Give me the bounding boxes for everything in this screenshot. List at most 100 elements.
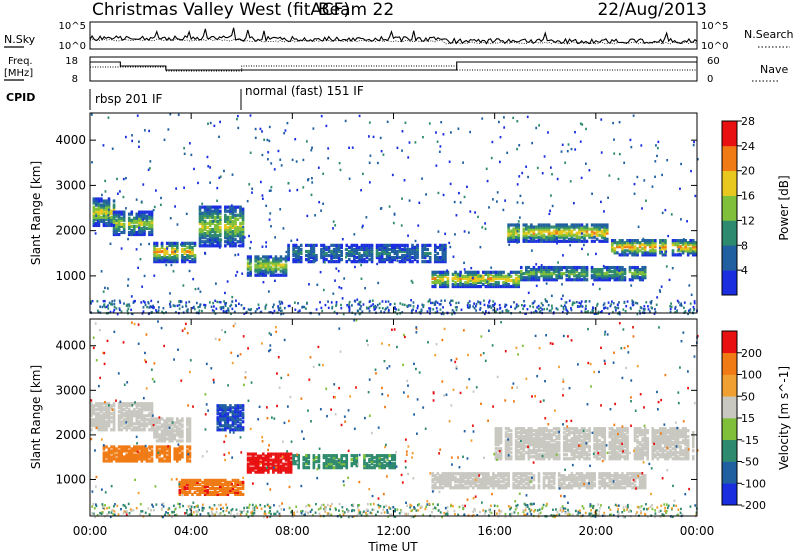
heatmap-cell [603, 233, 607, 237]
heatmap-cell [155, 310, 158, 314]
heatmap-cell [390, 260, 394, 264]
heatmap-cell [583, 225, 586, 229]
heatmap-cell [464, 282, 467, 287]
heatmap-cell [331, 305, 334, 309]
heatmap-cell [393, 456, 397, 460]
heatmap-cell [246, 265, 250, 269]
heatmap-cell [107, 459, 111, 463]
heatmap-cell [138, 451, 141, 455]
heatmap-cell [304, 307, 307, 310]
heatmap-cell [507, 233, 510, 237]
heatmap-cell [216, 207, 220, 211]
heatmap-cell [535, 126, 538, 130]
heatmap-cell [433, 253, 437, 258]
heatmap-cell [487, 276, 490, 281]
heatmap-cell [178, 303, 181, 307]
heatmap-cell [208, 240, 212, 244]
heatmap-cell [449, 182, 452, 186]
heatmap-cell [112, 203, 116, 207]
heatmap-cell [561, 143, 564, 147]
heatmap-cell [532, 301, 535, 305]
heatmap-cell [370, 251, 374, 256]
heatmap-cell [272, 452, 275, 456]
heatmap-cell [236, 478, 240, 482]
heatmap-cell [264, 263, 268, 267]
heatmap-cell [279, 454, 283, 458]
heatmap-cell [158, 433, 161, 437]
heatmap-cell [193, 253, 197, 258]
heatmap-cell [494, 270, 498, 274]
heatmap-cell [641, 267, 644, 272]
heatmap-cell [655, 303, 658, 306]
heatmap-cell [287, 304, 290, 308]
heatmap-cell [605, 476, 609, 480]
heatmap-cell [268, 255, 271, 259]
heatmap-cell [560, 297, 563, 301]
heatmap-cell [472, 305, 475, 308]
heatmap-cell [578, 482, 581, 486]
heatmap-cell [135, 214, 139, 218]
heatmap-cell [438, 150, 441, 153]
heatmap-cell [403, 247, 407, 252]
heatmap-cell [393, 245, 397, 250]
heatmap-cell [542, 274, 546, 278]
heatmap-cell [478, 301, 480, 304]
heatmap-cell [127, 212, 131, 216]
heatmap-cell [525, 278, 528, 282]
heatmap-cell [299, 249, 303, 254]
heatmap-cell [107, 406, 111, 410]
heatmap-cell [494, 272, 498, 276]
heatmap-cell [241, 486, 245, 491]
heatmap-cell [279, 259, 283, 263]
heatmap-cell [107, 213, 110, 217]
heatmap-cell [454, 476, 457, 480]
heatmap-cell [155, 421, 159, 425]
heatmap-cell [117, 404, 121, 408]
heatmap-cell [487, 480, 490, 484]
heatmap-cell [122, 210, 126, 214]
heatmap-cell [439, 482, 442, 486]
heatmap-cell [603, 474, 607, 478]
heatmap-cell [537, 278, 541, 282]
heatmap-cell [550, 276, 553, 280]
heatmap-cell [459, 270, 462, 274]
heatmap-cell [603, 223, 607, 227]
heatmap-cell [168, 447, 172, 451]
heatmap-cell [474, 476, 478, 480]
heatmap-cell [393, 458, 397, 462]
heatmap-cell [153, 431, 156, 435]
heatmap-cell [471, 274, 475, 278]
heatmap-cell [229, 490, 232, 495]
heatmap-cell [211, 236, 214, 240]
heatmap-cell [175, 449, 179, 453]
heatmap-cell [92, 408, 96, 412]
heatmap-cell [654, 249, 657, 253]
heatmap-cell [135, 414, 139, 418]
heatmap-cell [649, 310, 651, 313]
heatmap-cell [261, 245, 264, 248]
heatmap-cell [568, 229, 571, 233]
heatmap-cell [487, 278, 490, 283]
heatmap-cell [211, 244, 214, 248]
heatmap-cell [527, 274, 531, 278]
heatmap-cell [138, 410, 141, 414]
heatmap-cell [148, 404, 151, 408]
heatmap-cell [239, 428, 242, 432]
heatmap-cell [132, 408, 136, 412]
heatmap-cell [165, 459, 169, 463]
heatmap-cell [249, 466, 252, 470]
heatmap-cell [605, 223, 609, 227]
heatmap-cell [150, 418, 154, 422]
heatmap-cell [449, 303, 452, 307]
heatmap-cell [509, 278, 513, 283]
heatmap-cell [574, 131, 576, 134]
heatmap-cell [234, 209, 237, 213]
heatmap-cell [484, 472, 488, 476]
heatmap-cell [517, 237, 521, 241]
heatmap-cell [175, 249, 179, 254]
heatmap-cell [117, 214, 121, 218]
heatmap-cell [330, 249, 333, 254]
heatmap-cell [557, 229, 561, 233]
heatmap-cell [479, 486, 483, 490]
heatmap-cell [264, 255, 268, 259]
